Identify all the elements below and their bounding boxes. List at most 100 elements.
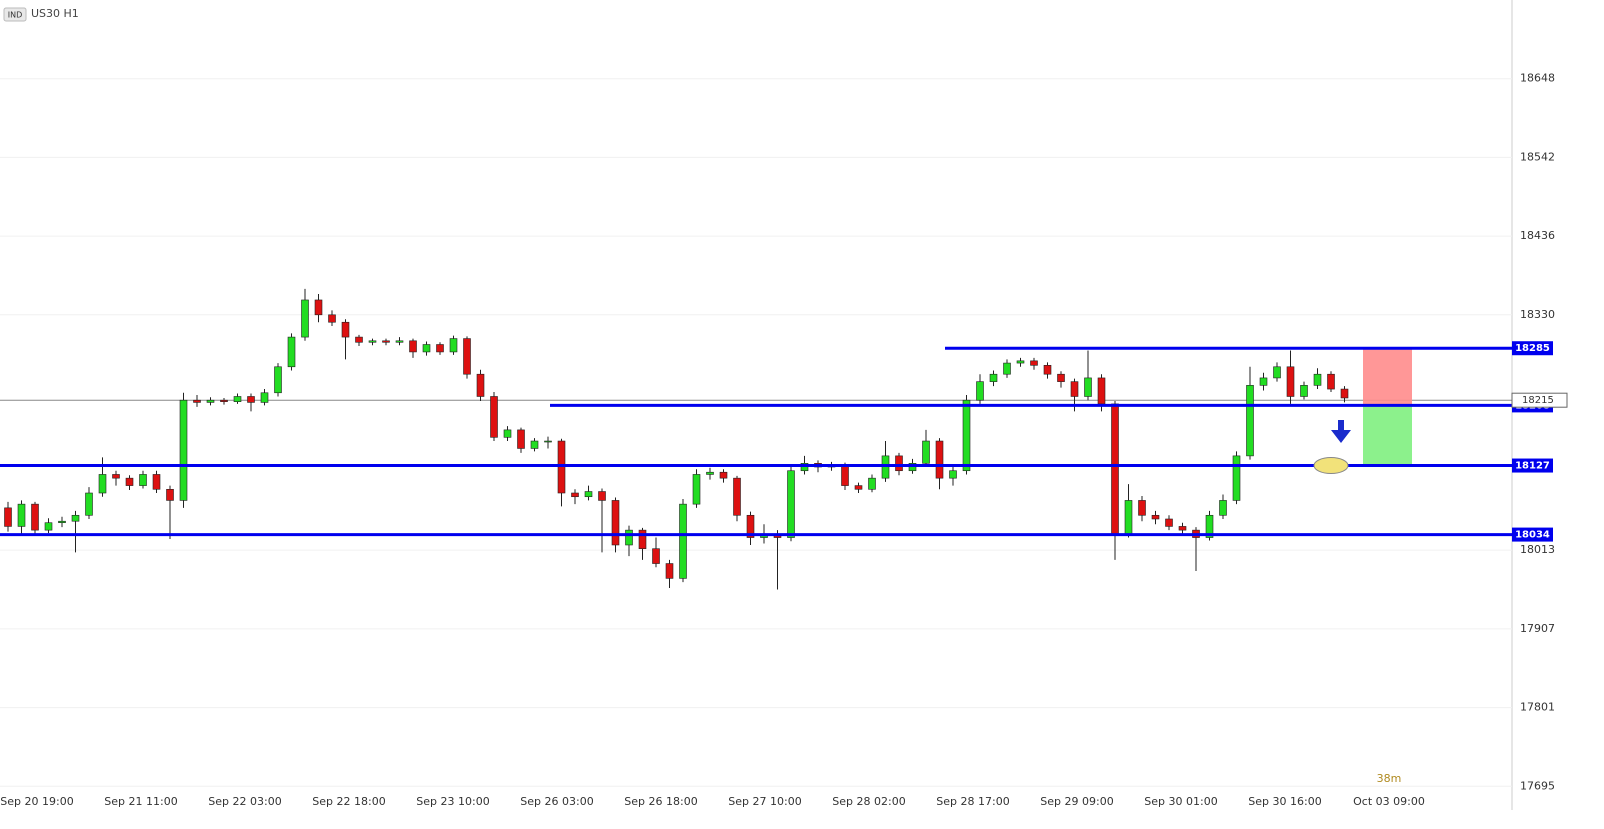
candle-body xyxy=(1097,377,1106,405)
current-price-box xyxy=(1511,392,1568,408)
target-marker xyxy=(1313,457,1349,475)
candle-body xyxy=(476,373,485,397)
x-tick-label: Sep 26 03:00 xyxy=(520,795,593,808)
candle-body xyxy=(1165,518,1173,527)
candle-body xyxy=(1327,373,1335,390)
candle-body xyxy=(692,474,701,505)
candle-body xyxy=(449,338,458,353)
candle-body xyxy=(854,485,863,490)
candle-body xyxy=(1246,385,1254,457)
candle-body xyxy=(976,381,984,401)
level-label: 18285 xyxy=(1515,343,1550,354)
current-price-label: 18215 xyxy=(1522,395,1554,406)
x-tick-label: Sep 23 10:00 xyxy=(416,795,489,808)
candle-body xyxy=(544,440,552,443)
down-arrow xyxy=(1331,420,1351,443)
symbol-badge xyxy=(3,7,27,22)
candle-body xyxy=(328,314,336,323)
candle-body xyxy=(1219,500,1227,516)
candle-body xyxy=(314,299,323,316)
target-zone xyxy=(1363,405,1412,466)
candle-body xyxy=(935,440,944,479)
candle-body xyxy=(1259,377,1268,386)
x-tick-label: Sep 22 18:00 xyxy=(312,795,385,808)
candle-body xyxy=(17,503,26,527)
x-tick-label: Sep 21 11:00 xyxy=(104,795,177,808)
candle-body xyxy=(98,474,107,494)
candle-body xyxy=(382,340,390,343)
candle-body xyxy=(1151,514,1160,520)
candle-body xyxy=(193,399,201,403)
badge-text: IND xyxy=(8,11,23,20)
candle-body xyxy=(503,429,512,438)
candle-body xyxy=(247,396,255,403)
candle-body xyxy=(652,548,660,564)
y-tick-label: 18436 xyxy=(1520,229,1555,242)
x-tick-label: Sep 22 03:00 xyxy=(208,795,281,808)
level-label: 18034 xyxy=(1515,530,1550,541)
candle-body xyxy=(1003,362,1011,375)
x-tick-label: Sep 26 18:00 xyxy=(624,795,697,808)
candle-body xyxy=(422,344,431,353)
candle-body xyxy=(868,477,876,490)
x-tick-label: Sep 30 01:00 xyxy=(1144,795,1217,808)
candle-body xyxy=(706,471,714,475)
candle-body xyxy=(1111,403,1119,535)
candle-body xyxy=(584,491,593,498)
candle-body xyxy=(733,477,741,516)
level-label-box xyxy=(1512,527,1553,542)
x-tick-label: Sep 28 02:00 xyxy=(832,795,905,808)
candle-body xyxy=(746,514,755,538)
chart-title: US30 H1 xyxy=(31,7,79,20)
candle-body xyxy=(787,470,795,538)
candle-body xyxy=(125,477,134,486)
candle-body xyxy=(679,503,687,579)
candle-body xyxy=(638,529,647,549)
candle-body xyxy=(1313,373,1322,386)
x-tick-label: Sep 27 10:00 xyxy=(728,795,801,808)
candle-body xyxy=(274,366,282,394)
y-tick-label: 18542 xyxy=(1520,150,1555,163)
candle-body xyxy=(166,488,174,501)
candle-body xyxy=(112,474,120,479)
candle-body xyxy=(1057,373,1065,382)
candle-body xyxy=(841,464,849,486)
candle-body xyxy=(4,507,12,527)
candle-body xyxy=(1124,500,1133,535)
candle-body xyxy=(31,503,39,531)
x-tick-label: Oct 03 09:00 xyxy=(1353,795,1425,808)
candle-body xyxy=(665,563,674,579)
candle-body xyxy=(1016,360,1025,364)
bar-timer: 38m xyxy=(1377,772,1402,785)
candle-body xyxy=(152,474,161,490)
x-tick-label: Sep 30 16:00 xyxy=(1248,795,1321,808)
candle-body xyxy=(85,492,93,516)
candle-body xyxy=(598,491,606,501)
candle-body xyxy=(1178,526,1187,531)
candle-body xyxy=(962,399,971,472)
candle-body xyxy=(287,336,296,368)
candle-body xyxy=(436,344,444,353)
candle-body xyxy=(1030,360,1038,366)
y-tick-label: 18013 xyxy=(1520,543,1555,556)
candle-body xyxy=(1286,366,1295,397)
candle-body xyxy=(625,529,633,546)
candle-body xyxy=(949,470,957,479)
candle-body xyxy=(1043,365,1052,375)
candle-body xyxy=(1232,455,1241,501)
candle-body xyxy=(260,392,269,403)
candle-body xyxy=(341,321,350,338)
y-tick-label: 18648 xyxy=(1520,72,1555,85)
candle-body xyxy=(206,399,215,403)
stop-zone xyxy=(1363,348,1412,406)
candle-body xyxy=(1300,385,1308,397)
candle-body xyxy=(611,500,620,546)
candle-body xyxy=(1084,377,1092,397)
candle-body xyxy=(517,429,525,449)
candle-body xyxy=(44,522,53,531)
candle-body xyxy=(1070,381,1079,397)
candle-body xyxy=(409,340,417,353)
candle-body xyxy=(139,474,147,486)
candle-body xyxy=(490,396,498,438)
